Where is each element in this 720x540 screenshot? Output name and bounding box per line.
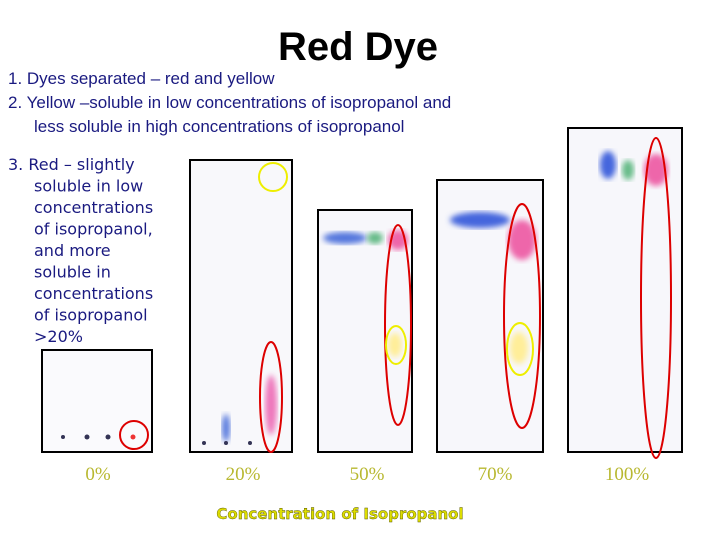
title: Red Dye bbox=[278, 25, 438, 69]
point-2: less soluble in high concentrations of i… bbox=[34, 117, 404, 136]
plate-70 bbox=[436, 179, 544, 453]
point-1: 1. Dyes separated – red and yellow bbox=[8, 69, 275, 88]
plate-0 bbox=[41, 349, 153, 453]
point-3-line: 3. Red – slightly bbox=[8, 155, 135, 174]
plate-50 bbox=[317, 209, 413, 453]
panel-label: 50% bbox=[350, 464, 385, 485]
point-3-line: and more bbox=[34, 241, 111, 260]
panel-label: 70% bbox=[478, 464, 513, 485]
point-3-line: concentrations bbox=[34, 198, 153, 217]
axis-label: Concentration of Isopropanol bbox=[216, 505, 463, 523]
point-3-line: of isopropanol, bbox=[34, 220, 153, 239]
point-3-line: >20% bbox=[34, 327, 83, 346]
panel-label: 0% bbox=[85, 464, 111, 485]
point-3-line: of isopropanol bbox=[34, 306, 148, 325]
plate-20 bbox=[189, 159, 293, 453]
panel-labels: 0% 20% 50% 70% 100% bbox=[85, 464, 649, 485]
plate-100 bbox=[567, 127, 683, 459]
point-3-line: soluble in low bbox=[34, 177, 143, 196]
point-3-line: soluble in bbox=[34, 263, 111, 282]
point-3-line: concentrations bbox=[34, 284, 153, 303]
panel-label: 100% bbox=[605, 464, 650, 485]
panel-label: 20% bbox=[226, 464, 261, 485]
point-3: 3. Red – slightly soluble in low concentra… bbox=[8, 155, 153, 346]
point-2: 2. Yellow –soluble in low concentrations… bbox=[8, 93, 451, 112]
